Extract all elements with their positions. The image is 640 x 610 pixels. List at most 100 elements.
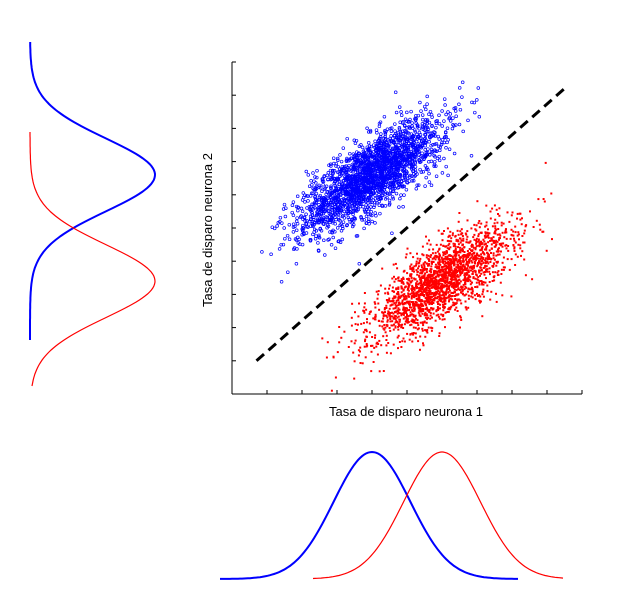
- scatter-point: [430, 265, 433, 268]
- scatter-point: [291, 213, 296, 218]
- scatter-point: [511, 234, 514, 237]
- scatter-point: [486, 284, 489, 287]
- scatter-point: [381, 325, 384, 328]
- scatter-point: [517, 231, 520, 234]
- scatter-point: [392, 155, 396, 160]
- scatter-point: [365, 335, 368, 338]
- scatter-point: [453, 272, 456, 275]
- scatter-point: [494, 218, 497, 221]
- scatter-point: [436, 285, 439, 288]
- scatter-point: [403, 310, 406, 312]
- scatter-point: [321, 182, 325, 187]
- scatter-point: [523, 229, 526, 232]
- scatter-point: [459, 241, 462, 244]
- scatter-point: [427, 287, 430, 289]
- scatter-point: [318, 193, 322, 198]
- scatter-point: [447, 296, 450, 299]
- scatter-point: [471, 270, 474, 273]
- scatter-point: [433, 291, 436, 294]
- scatter-point: [350, 196, 355, 200]
- scatter-point: [476, 254, 479, 257]
- scatter-point: [486, 245, 489, 247]
- scatter-point: [503, 236, 506, 239]
- scatter-point: [412, 301, 415, 304]
- scatter-point: [461, 265, 464, 268]
- scatter-point: [427, 171, 431, 176]
- scatter-point: [374, 214, 378, 218]
- scatter-point: [434, 174, 439, 178]
- scatter-point: [450, 283, 452, 286]
- scatter-point: [352, 138, 357, 143]
- scatter-point: [491, 225, 494, 228]
- scatter-point: [419, 348, 421, 351]
- scatter-point: [309, 209, 313, 213]
- scatter-point: [427, 316, 430, 319]
- scatter-point: [385, 304, 388, 307]
- scatter-point: [395, 310, 398, 313]
- scatter-point: [373, 221, 377, 225]
- scatter-point: [340, 214, 345, 219]
- scatter-point: [433, 142, 437, 147]
- scatter-point: [434, 276, 437, 279]
- scatter-point: [460, 95, 464, 99]
- scatter-point: [324, 184, 329, 189]
- scatter-point: [419, 335, 422, 338]
- scatter-point: [432, 257, 435, 260]
- scatter-point: [399, 296, 402, 299]
- scatter-point: [399, 279, 402, 282]
- scatter-point: [501, 245, 504, 248]
- scatter-point: [415, 269, 418, 272]
- scatter-point: [452, 264, 455, 267]
- scatter-point: [427, 264, 430, 267]
- scatter-point: [449, 254, 452, 257]
- scatter-point: [490, 247, 493, 250]
- scatter-point: [340, 336, 343, 339]
- scatter-point: [296, 208, 300, 213]
- scatter-point: [304, 231, 309, 235]
- scatter-point: [331, 168, 335, 173]
- scatter-point: [400, 185, 405, 189]
- scatter-point: [427, 294, 430, 297]
- scatter-point: [489, 239, 491, 242]
- scatter-point: [497, 228, 500, 230]
- scatter-point: [424, 154, 428, 158]
- scatter-point: [391, 169, 396, 174]
- scatter-point: [423, 295, 426, 298]
- scatter-point: [399, 113, 404, 117]
- scatter-point: [345, 223, 349, 228]
- scatter-point: [482, 267, 485, 269]
- scatter-point: [306, 225, 310, 229]
- scatter-point: [385, 153, 389, 158]
- scatter-point: [357, 262, 362, 266]
- scatter-point: [521, 250, 524, 253]
- scatter-point: [482, 283, 485, 286]
- scatter-point: [370, 178, 375, 183]
- scatter-point: [348, 193, 353, 198]
- scatter-point: [313, 202, 317, 206]
- scatter-point: [347, 346, 350, 348]
- scatter-point: [437, 309, 440, 311]
- scatter-point: [474, 228, 477, 231]
- scatter-point: [373, 139, 377, 144]
- scatter-point: [384, 292, 387, 295]
- scatter-point: [358, 202, 362, 207]
- scatter-point: [449, 297, 452, 300]
- scatter-point: [392, 168, 396, 172]
- scatter-point: [402, 282, 405, 285]
- scatter-point: [410, 137, 415, 141]
- scatter-point: [323, 209, 327, 214]
- scatter-point: [459, 299, 462, 302]
- scatter-point: [470, 253, 473, 256]
- scatter-point: [500, 244, 503, 246]
- scatter-point: [446, 255, 449, 258]
- scatter-point: [435, 290, 438, 293]
- scatter-point: [443, 230, 445, 232]
- scatter-point: [411, 313, 413, 316]
- scatter-point: [495, 250, 498, 253]
- scatter-point: [422, 104, 427, 109]
- scatter-point: [490, 257, 493, 260]
- scatter-point: [485, 248, 488, 251]
- scatter-point: [313, 175, 317, 179]
- scatter-point: [334, 164, 338, 168]
- scatter-point: [454, 283, 457, 286]
